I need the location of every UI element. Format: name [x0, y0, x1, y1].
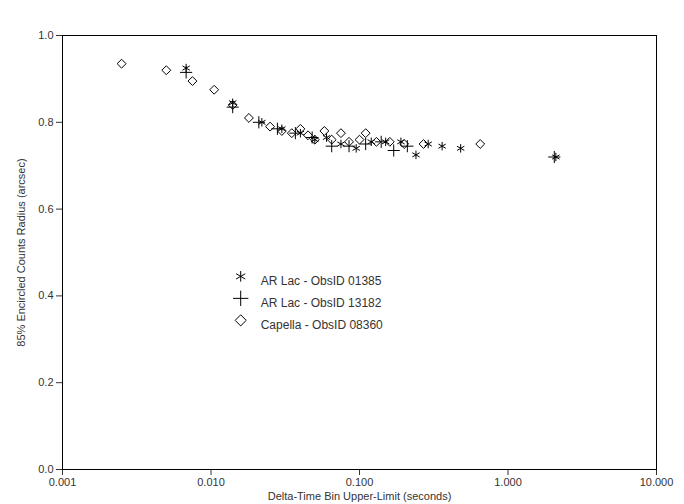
- svg-text:0.010: 0.010: [197, 476, 225, 488]
- svg-text:1.0: 1.0: [38, 29, 53, 41]
- svg-text:1.000: 1.000: [494, 476, 522, 488]
- svg-text:0.100: 0.100: [346, 476, 374, 488]
- svg-text:AR Lac - ObsID 13182: AR Lac - ObsID 13182: [261, 296, 382, 310]
- svg-text:85% Encircled Counts Radius (a: 85% Encircled Counts Radius (arcsec): [15, 158, 27, 346]
- svg-text:10.000: 10.000: [640, 476, 674, 488]
- svg-text:0.8: 0.8: [38, 116, 53, 128]
- svg-text:0.0: 0.0: [38, 463, 53, 475]
- svg-text:0.6: 0.6: [38, 203, 53, 215]
- svg-text:Capella - ObsID 08360: Capella - ObsID 08360: [261, 318, 383, 332]
- svg-text:0.2: 0.2: [38, 376, 53, 388]
- svg-text:Delta-Time Bin Upper-Limit (se: Delta-Time Bin Upper-Limit (seconds): [268, 490, 452, 502]
- svg-text:0.4: 0.4: [38, 289, 53, 301]
- svg-text:0.001: 0.001: [49, 476, 77, 488]
- svg-text:AR Lac - ObsID 01385: AR Lac - ObsID 01385: [261, 274, 382, 288]
